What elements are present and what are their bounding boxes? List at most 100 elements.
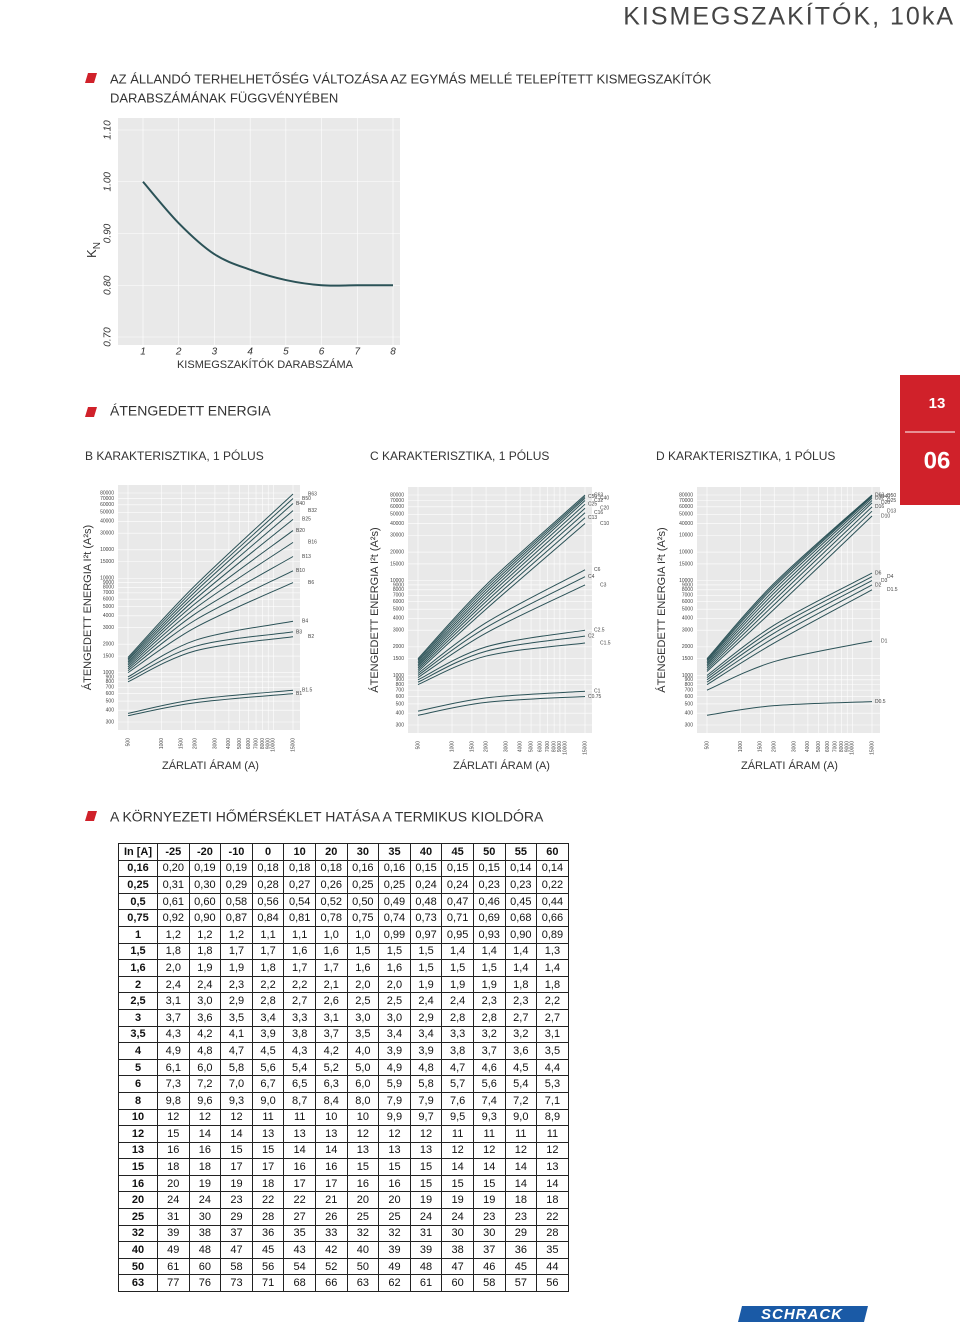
curve — [417, 497, 586, 662]
y-tick-label: 4000 — [682, 616, 693, 622]
table-cell: 1,6 — [118, 959, 158, 977]
curve — [706, 510, 873, 671]
y-tick-label: 1500 — [393, 656, 404, 662]
curve — [706, 640, 873, 691]
table-cell: 10 — [346, 1108, 380, 1127]
table-cell: 9,0 — [251, 1091, 285, 1110]
table-row: 3 3,7 3,6 3,5 3,4 3,3 3,1 3,0 3,0 2,9 2,8 2,8 2,7 2,7 — [118, 1008, 569, 1027]
table-cell: 0,89 — [536, 925, 569, 944]
x-tick-label: 4000 — [226, 738, 232, 749]
table-cell: 0,23 — [504, 876, 538, 894]
table-cell: 24 — [157, 1191, 190, 1210]
y-tick-label: 4000 — [103, 613, 114, 619]
curve-label: C2 — [588, 633, 595, 639]
table-cell: 16 — [118, 1174, 158, 1193]
y-tick-label: 10000 — [100, 547, 114, 553]
chart-title: B KARAKTERISZTIKA, 1 PÓLUS — [85, 448, 264, 463]
table-cell: 14 — [472, 1158, 506, 1176]
table-cell: 2,0 — [378, 975, 411, 994]
table-row: 12 15 14 14 13 13 13 12 12 12 11 11 11 11 — [118, 1125, 569, 1143]
table-cell: 40 — [118, 1241, 158, 1259]
table-row: 0,25 0,31 0,30 0,29 0,28 0,27 0,26 0,25 0,25 0,24… — [118, 876, 569, 894]
table-cell: 3,5 — [118, 1025, 158, 1044]
table-cell: 15 — [409, 1174, 443, 1193]
y-axis-label: KN — [84, 242, 102, 258]
y-tick-label: 60000 — [679, 504, 693, 510]
table-cell: 0,18 — [251, 859, 285, 878]
table-cell: 0,93 — [472, 925, 506, 944]
y-tick-label: 6000 — [682, 599, 693, 605]
curve-label: D20 — [881, 500, 890, 506]
curve — [706, 496, 873, 662]
table-cell: 17 — [251, 1158, 285, 1176]
curve-label: D1 — [881, 638, 888, 644]
y-tick-label: 0.80 — [103, 275, 114, 295]
table-cell: 1,8 — [157, 942, 190, 961]
y-tick-label: 5000 — [393, 606, 404, 612]
table-cell: 30 — [441, 1224, 474, 1243]
y-tick-label: 40000 — [100, 519, 114, 525]
table-cell: 0,27 — [283, 876, 316, 894]
table-cell: 7,1 — [536, 1091, 569, 1110]
table-cell: 0,52 — [314, 892, 348, 911]
table-cell: 5,6 — [472, 1075, 506, 1093]
y-tick-label: 7000 — [103, 590, 114, 596]
table-cell: 1 — [118, 925, 158, 944]
table-cell: 15 — [346, 1158, 380, 1176]
table-row: 1,5 1,8 1,8 1,7 1,7 1,6 1,6 1,5 1,5 1,5 1,4 1,4 1,4 1… — [118, 942, 569, 961]
table-cell: 0,58 — [220, 892, 253, 911]
table-cell: 8 — [118, 1091, 158, 1110]
table-cell: 8,9 — [536, 1108, 569, 1127]
table-cell: 7,9 — [409, 1091, 443, 1110]
table-cell: 2,6 — [314, 992, 348, 1010]
table-cell: 12 — [536, 1141, 569, 1160]
table-cell: 3,5 — [536, 1042, 569, 1060]
table-cell: 12 — [441, 1141, 474, 1160]
table-cell: 66 — [314, 1274, 348, 1293]
curve — [127, 556, 294, 670]
table-cell: 0,25 — [118, 876, 158, 894]
curve — [127, 582, 294, 674]
x-tick-label: 5000 — [237, 738, 243, 749]
table-cell: 1,8 — [251, 959, 285, 977]
table-cell: 3,9 — [251, 1025, 285, 1044]
curve — [706, 515, 873, 672]
table-cell: 1,9 — [220, 959, 253, 977]
table-cell: 73 — [220, 1274, 253, 1293]
curve — [706, 497, 873, 664]
y-tick-label: 3000 — [393, 628, 404, 634]
x-tick-label: 8000 — [551, 741, 557, 752]
table-cell: 0,84 — [251, 909, 285, 927]
table-row: 3,5 4,3 4,2 4,1 3,9 3,8 3,7 3,5 3,4 3,4 3,3 3,2 3,2 3… — [118, 1025, 569, 1044]
y-tick-label: 7000 — [682, 593, 693, 599]
x-tick-label: 3000 — [503, 741, 509, 752]
curve-label: B10 — [296, 568, 305, 574]
y-tick-label: 10000 — [100, 576, 114, 582]
y-tick-label: 9000 — [393, 582, 404, 588]
table-cell: 17 — [314, 1174, 348, 1193]
y-tick-label: 0.90 — [103, 223, 114, 243]
table-cell: 1,5 — [346, 942, 380, 961]
x-tick-label: 6 — [319, 347, 325, 358]
table-cell: 0,18 — [314, 859, 348, 878]
x-tick-label: 8000 — [839, 741, 845, 752]
curve — [417, 512, 586, 669]
table-cell: 36 — [504, 1241, 538, 1259]
table-row: 1 1,2 1,2 1,2 1,1 1,1 1,0 1,0 0,99 0,97 0,95 0,93 0,… — [118, 925, 569, 944]
table-cell: 2,3 — [504, 992, 538, 1010]
table-cell: 2,3 — [220, 975, 253, 994]
y-tick-label: 3000 — [103, 625, 114, 631]
table-cell: 0,29 — [220, 876, 253, 894]
table-cell: 2,7 — [283, 992, 316, 1010]
table-cell: 0,74 — [378, 909, 411, 927]
temperature-table: In [A] -25 -20 -10 0 10 20 30 35 40 45 50 55 60 0,16 0,… — [118, 843, 569, 1293]
table-cell: 3,8 — [283, 1025, 316, 1044]
y-axis-label: ÁTENGEDETT ENERGIA I²t (A²s) — [368, 527, 381, 692]
x-tick-label: 3000 — [212, 738, 218, 749]
curve-label: D13 — [887, 509, 896, 515]
table-cell: 76 — [188, 1274, 222, 1293]
y-tick-label: 80000 — [679, 492, 693, 498]
table-cell: 8,7 — [283, 1091, 316, 1110]
table-cell: 1,8 — [536, 975, 569, 994]
x-tick-label: 500 — [415, 741, 421, 750]
